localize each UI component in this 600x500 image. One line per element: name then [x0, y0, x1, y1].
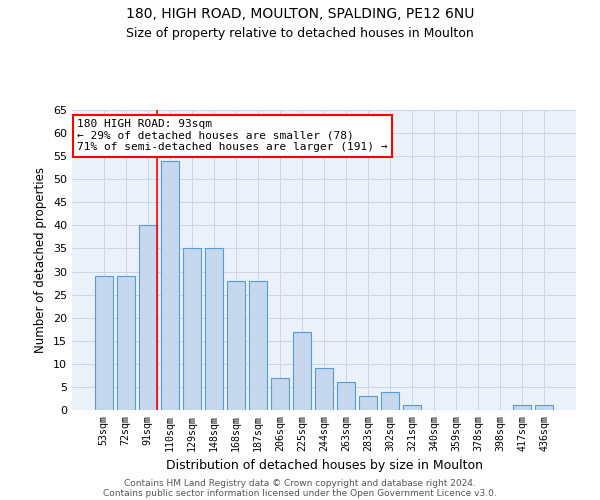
Bar: [293, 332, 311, 410]
Bar: [359, 396, 377, 410]
Bar: [403, 406, 421, 410]
Text: 180 HIGH ROAD: 93sqm
← 29% of detached houses are smaller (78)
71% of semi-detac: 180 HIGH ROAD: 93sqm ← 29% of detached h…: [77, 119, 388, 152]
Bar: [337, 382, 355, 410]
Bar: [315, 368, 333, 410]
Text: Contains HM Land Registry data © Crown copyright and database right 2024.: Contains HM Land Registry data © Crown c…: [124, 478, 476, 488]
Bar: [271, 378, 289, 410]
Text: Contains public sector information licensed under the Open Government Licence v3: Contains public sector information licen…: [103, 488, 497, 498]
Bar: [139, 226, 157, 410]
Bar: [249, 281, 267, 410]
Bar: [381, 392, 399, 410]
Bar: [161, 161, 179, 410]
Y-axis label: Number of detached properties: Number of detached properties: [34, 167, 47, 353]
Bar: [535, 406, 553, 410]
Bar: [205, 248, 223, 410]
Bar: [514, 406, 531, 410]
Text: Size of property relative to detached houses in Moulton: Size of property relative to detached ho…: [126, 28, 474, 40]
X-axis label: Distribution of detached houses by size in Moulton: Distribution of detached houses by size …: [166, 459, 482, 472]
Text: 180, HIGH ROAD, MOULTON, SPALDING, PE12 6NU: 180, HIGH ROAD, MOULTON, SPALDING, PE12 …: [126, 8, 474, 22]
Bar: [117, 276, 134, 410]
Bar: [183, 248, 200, 410]
Bar: [95, 276, 113, 410]
Bar: [227, 281, 245, 410]
